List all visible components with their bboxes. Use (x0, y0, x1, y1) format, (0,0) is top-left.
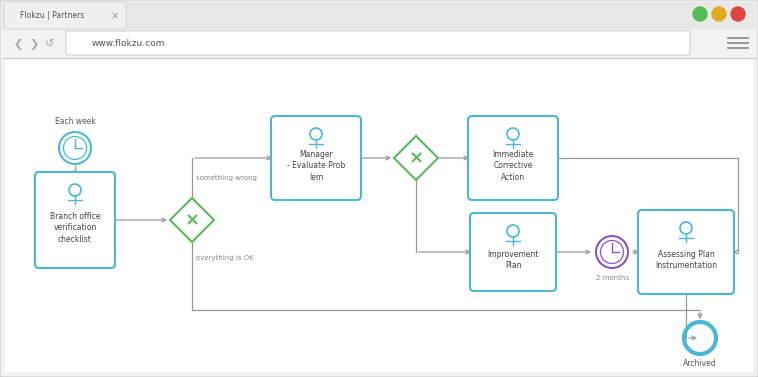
FancyBboxPatch shape (468, 116, 558, 200)
Text: Flokzu | Partners: Flokzu | Partners (20, 12, 84, 20)
FancyBboxPatch shape (470, 213, 556, 291)
Text: everything is OK: everything is OK (196, 255, 254, 261)
Circle shape (712, 7, 726, 21)
FancyBboxPatch shape (4, 2, 126, 29)
Text: Archived: Archived (683, 360, 717, 368)
Text: Immediate
Corrective
Action: Immediate Corrective Action (493, 150, 534, 182)
FancyBboxPatch shape (35, 172, 115, 268)
Polygon shape (394, 136, 438, 180)
Text: www.flokzu.com: www.flokzu.com (92, 38, 165, 48)
Text: ↺: ↺ (45, 39, 55, 49)
FancyBboxPatch shape (271, 116, 361, 200)
Text: Assessing Plan
Instrumentation: Assessing Plan Instrumentation (655, 250, 717, 270)
Text: 2 months: 2 months (596, 275, 628, 281)
Polygon shape (170, 198, 214, 242)
Text: Manager
- Evaluate Prob
lem: Manager - Evaluate Prob lem (287, 150, 345, 182)
FancyBboxPatch shape (5, 60, 753, 372)
FancyBboxPatch shape (66, 31, 690, 55)
FancyBboxPatch shape (638, 210, 734, 294)
Text: Improvement
Plan: Improvement Plan (487, 250, 539, 270)
Text: Branch office
verification
checklist: Branch office verification checklist (50, 212, 100, 244)
Text: ×: × (111, 11, 119, 21)
FancyBboxPatch shape (2, 2, 756, 29)
Text: something wrong: something wrong (196, 175, 257, 181)
FancyBboxPatch shape (2, 29, 756, 58)
Text: ×: × (409, 149, 424, 167)
Circle shape (731, 7, 745, 21)
Text: ❯: ❯ (30, 38, 39, 49)
Text: ×: × (184, 211, 199, 229)
Text: Each week: Each week (55, 118, 96, 127)
Text: ❮: ❮ (14, 38, 23, 49)
Circle shape (693, 7, 707, 21)
